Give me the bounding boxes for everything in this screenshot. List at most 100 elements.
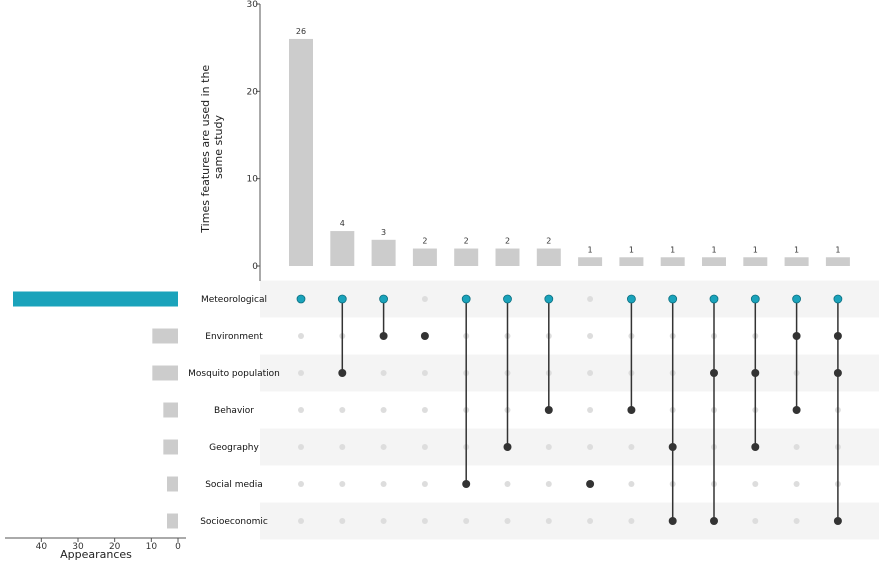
intersection-bar-label: 2 (546, 237, 551, 246)
matrix-dot-highlight (627, 294, 636, 304)
matrix-dot-active (792, 332, 801, 340)
matrix-dot-active (379, 332, 388, 340)
matrix-dot-inactive (421, 481, 428, 487)
intersection-bar-label: 2 (464, 237, 469, 246)
intersection-bar (495, 248, 520, 266)
matrix-dot-active (710, 369, 718, 377)
set-label: Mosquito population (188, 369, 280, 379)
intersection-bar-label: 1 (588, 245, 593, 254)
matrix-dot-inactive (587, 444, 594, 450)
y-tick-label: 30 (247, 0, 259, 10)
y-tick-label: 0 (252, 262, 258, 272)
matrix-dot-inactive (380, 481, 387, 487)
matrix-dot-inactive (298, 481, 304, 487)
matrix-dot-inactive (587, 333, 594, 339)
matrix-dot-inactive (380, 518, 387, 524)
matrix-dot-active (833, 369, 842, 377)
matrix-dot-inactive (587, 518, 594, 524)
matrix-dot-inactive (380, 407, 387, 413)
matrix-dot-inactive (545, 444, 552, 450)
set-size-bar (152, 328, 178, 344)
matrix-dot-inactive (504, 518, 511, 524)
matrix-dot-active (420, 332, 429, 340)
matrix-dot-inactive (587, 407, 594, 413)
row-stripe (260, 354, 879, 392)
intersection-bar (330, 231, 355, 266)
matrix-dot-inactive (298, 444, 304, 450)
intersection-bar (660, 257, 685, 266)
matrix-dot-inactive (421, 407, 428, 413)
set-size-bar (152, 365, 178, 381)
matrix-dot-highlight (709, 294, 719, 304)
intersection-bars: 26 4 3 2 2 2 2 1 1 1 1 1 1 1 (289, 27, 850, 266)
row-stripe (260, 502, 879, 540)
matrix-dot-inactive (339, 481, 346, 487)
matrix-dot-inactive (298, 370, 304, 376)
set-labels: Meteorological Environment Mosquito popula… (188, 295, 280, 527)
intersection-axis-title-line-2: same study (212, 115, 225, 179)
matrix-dot-inactive (545, 518, 552, 524)
set-size-bar (167, 476, 178, 492)
matrix-dot-inactive (298, 518, 304, 524)
intersection-bar-label: 26 (296, 27, 306, 36)
matrix-dot-active (751, 443, 760, 451)
matrix-dot-inactive (628, 518, 635, 524)
intersection-bar-label: 4 (340, 219, 345, 228)
matrix-dot-active (627, 406, 636, 414)
y-tick-label: 10 (247, 175, 259, 185)
matrix-dot-highlight (544, 294, 554, 304)
set-size-bars (13, 291, 178, 529)
matrix-dot-active (338, 369, 347, 377)
intersection-axis-title-line-1: Times features are used in the (199, 65, 212, 234)
matrix-dot-active (586, 480, 595, 488)
set-label: Socioeconomic (200, 517, 268, 527)
intersection-bar (784, 257, 809, 266)
x-tick-label: 20 (109, 542, 121, 552)
matrix-row-stripes (260, 280, 879, 540)
set-size-bar (13, 291, 178, 307)
matrix-dot-inactive (298, 407, 304, 413)
membership-matrix (296, 294, 843, 525)
matrix-dot-inactive (421, 370, 428, 376)
matrix-dot-active (668, 443, 677, 451)
matrix-dot-highlight (296, 294, 306, 304)
matrix-dot-active (544, 406, 553, 414)
row-stripe (260, 428, 879, 466)
matrix-dot-inactive (463, 518, 470, 524)
matrix-dot-inactive (421, 444, 428, 450)
x-tick-label: 0 (175, 542, 181, 552)
intersection-bar-label: 1 (711, 245, 716, 254)
intersection-bar-label: 1 (670, 245, 675, 254)
matrix-dot-inactive (545, 481, 552, 487)
intersection-bar (825, 257, 850, 266)
set-size-bar (167, 513, 178, 529)
intersection-bar (619, 257, 644, 266)
matrix-dot-inactive (793, 518, 800, 524)
matrix-dot-inactive (339, 407, 346, 413)
matrix-dot-inactive (793, 481, 800, 487)
intersection-bar-label: 2 (505, 237, 510, 246)
matrix-dot-active (833, 332, 842, 340)
matrix-dot-inactive (298, 333, 304, 339)
matrix-dot-highlight (668, 294, 678, 304)
intersection-bar (371, 239, 396, 266)
matrix-dot-highlight (750, 294, 760, 304)
intersection-bar (578, 257, 603, 266)
intersection-bar-label: 1 (753, 245, 758, 254)
intersection-bar (454, 248, 479, 266)
matrix-dot-active (668, 517, 677, 525)
matrix-dot-highlight (833, 294, 843, 304)
matrix-dot-inactive (421, 518, 428, 524)
matrix-dot-inactive (628, 481, 635, 487)
matrix-dot-inactive (752, 481, 759, 487)
matrix-dot-highlight (337, 294, 347, 304)
set-size-x-axis: Appearances 40 30 20 10 0 (5, 537, 186, 561)
x-tick-label: 40 (36, 542, 48, 552)
matrix-dot-highlight (792, 294, 801, 304)
matrix-dot-active (833, 517, 842, 525)
matrix-dot-active (503, 443, 512, 451)
intersection-bar-label: 1 (835, 245, 840, 254)
matrix-dot-inactive (421, 296, 428, 302)
matrix-dot-highlight (461, 294, 471, 304)
